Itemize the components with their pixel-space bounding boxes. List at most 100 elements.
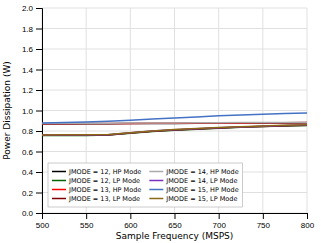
- x-tick: 500: [36, 213, 50, 230]
- x-tick-label: 650: [168, 221, 182, 230]
- y-tick-label: 0.6: [22, 148, 34, 157]
- y-grid-line: [42, 49, 307, 50]
- legend-swatch: [52, 189, 66, 191]
- legend-item: JMODE = 13, LP Mode: [52, 195, 140, 203]
- legend-label: JMODE = 15, LP Mode: [165, 195, 237, 203]
- series-line: [42, 125, 307, 135]
- y-grid-line: [42, 28, 307, 29]
- y-tick-mark: [36, 29, 42, 30]
- y-tick-label: 1.4: [22, 66, 34, 75]
- y-tick-mark: [36, 8, 42, 9]
- plot: 500 550 600 650 700 750 800 0.0 0.2 0.4 0.6 0.8 1.0 1…: [22, 4, 315, 230]
- y-tick-label: 0.4: [22, 168, 34, 177]
- legend-swatch: [149, 171, 163, 173]
- x-tick-mark: [175, 213, 176, 219]
- legend-label: JMODE = 15, HP Mode: [165, 186, 238, 194]
- y-tick-mark: [36, 152, 42, 153]
- x-tick-mark: [307, 213, 308, 219]
- y-tick-label: 1.0: [22, 107, 34, 116]
- y-grid-line: [42, 69, 307, 70]
- x-tick-label: 750: [257, 221, 271, 230]
- legend-label: JMODE = 14, HP Mode: [165, 168, 238, 176]
- y-tick-mark: [36, 90, 42, 91]
- y-tick-mark: [36, 213, 42, 214]
- legend-swatch: [52, 171, 66, 173]
- legend-swatch: [52, 180, 66, 182]
- y-tick-mark: [36, 172, 42, 173]
- x-tick-mark: [263, 213, 264, 219]
- legend: JMODE = 12, HP ModeJMODE = 12, LP ModeJM…: [48, 163, 243, 207]
- legend-label: JMODE = 12, LP Mode: [68, 177, 140, 185]
- x-tick-label: 500: [36, 221, 50, 230]
- x-tick: 700: [212, 213, 226, 230]
- y-tick-label: 1.6: [22, 45, 34, 54]
- legend-label: JMODE = 13, LP Mode: [68, 195, 140, 203]
- legend-label: JMODE = 14, LP Mode: [165, 177, 237, 185]
- legend-item: JMODE = 12, HP Mode: [52, 168, 141, 176]
- legend-item: JMODE = 15, HP Mode: [149, 186, 238, 194]
- x-tick-mark: [219, 213, 220, 219]
- x-axis: 500 550 600 650 700 750 800: [36, 213, 315, 230]
- legend-swatch: [149, 180, 163, 182]
- x-tick: 650: [168, 213, 182, 230]
- series-line: [42, 113, 307, 123]
- legend-item: JMODE = 13, HP Mode: [52, 186, 141, 194]
- legend-item: JMODE = 15, LP Mode: [149, 195, 237, 203]
- lines: [42, 113, 307, 136]
- x-axis-line: [43, 214, 308, 220]
- y-grid-line: [42, 8, 307, 9]
- y-tick: 0.2: [22, 189, 42, 198]
- legend-swatch: [149, 198, 163, 200]
- y-tick-label: 1.2: [22, 86, 34, 95]
- y-tick-label: 0.2: [22, 189, 34, 198]
- x-tick: 550: [80, 213, 94, 230]
- x-axis-title: Sample Frequency (MSPS): [116, 231, 234, 241]
- legend-swatch: [149, 189, 163, 191]
- legend-label: JMODE = 13, HP Mode: [68, 186, 141, 194]
- y-tick: 1.0: [22, 107, 42, 116]
- y-tick-mark: [36, 111, 42, 112]
- x-tick-label: 600: [124, 221, 138, 230]
- x-tick-label: 700: [212, 221, 226, 230]
- y-axis: 0.0 0.2 0.4 0.6 0.8 1.0 1.2 1.4 1.6 1.8 2.0: [22, 4, 43, 218]
- x-tick: 800: [301, 213, 315, 230]
- legend-box: [48, 163, 243, 207]
- y-tick-mark: [36, 193, 42, 194]
- chart: 500 550 600 650 700 750 800 0.0 0.2 0.4 0.6 0.8 1.0 1…: [0, 0, 321, 243]
- y-tick: 1.2: [22, 86, 42, 95]
- x-tick-mark: [130, 213, 131, 219]
- legend-item: JMODE = 12, LP Mode: [52, 177, 140, 185]
- y-axis-line: [36, 9, 43, 214]
- y-tick-label: 0.0: [22, 209, 34, 218]
- y-tick-mark: [36, 49, 42, 50]
- y-grid-line: [42, 151, 307, 152]
- legend-swatch: [52, 198, 66, 200]
- y-tick: 0.4: [22, 168, 42, 177]
- y-tick: 0.0: [22, 209, 42, 218]
- y-tick: 2.0: [22, 4, 42, 13]
- y-tick: 0.8: [22, 127, 42, 136]
- y-tick: 1.4: [22, 66, 42, 75]
- series-line: [42, 125, 307, 135]
- y-grid-line: [42, 90, 307, 91]
- x-tick: 600: [124, 213, 138, 230]
- x-tick-label: 550: [80, 221, 94, 230]
- y-axis-title: Power Dissipation (W): [2, 61, 12, 160]
- series-line: [42, 125, 307, 135]
- x-tick: 750: [257, 213, 271, 230]
- y-grid-line: [42, 110, 307, 111]
- series-line: [42, 125, 307, 135]
- y-tick-label: 1.8: [22, 25, 34, 34]
- x-tick-mark: [86, 213, 87, 219]
- y-tick-label: 2.0: [22, 4, 34, 13]
- legend-item: JMODE = 14, LP Mode: [149, 177, 237, 185]
- y-tick: 0.6: [22, 148, 42, 157]
- y-tick-label: 0.8: [22, 127, 34, 136]
- legend-item: JMODE = 14, HP Mode: [149, 168, 238, 176]
- y-tick: 1.6: [22, 45, 42, 54]
- series-line: [42, 123, 307, 124]
- y-tick-mark: [36, 131, 42, 132]
- grid: [42, 8, 307, 213]
- legend-label: JMODE = 12, HP Mode: [68, 168, 141, 176]
- y-tick: 1.8: [22, 25, 42, 34]
